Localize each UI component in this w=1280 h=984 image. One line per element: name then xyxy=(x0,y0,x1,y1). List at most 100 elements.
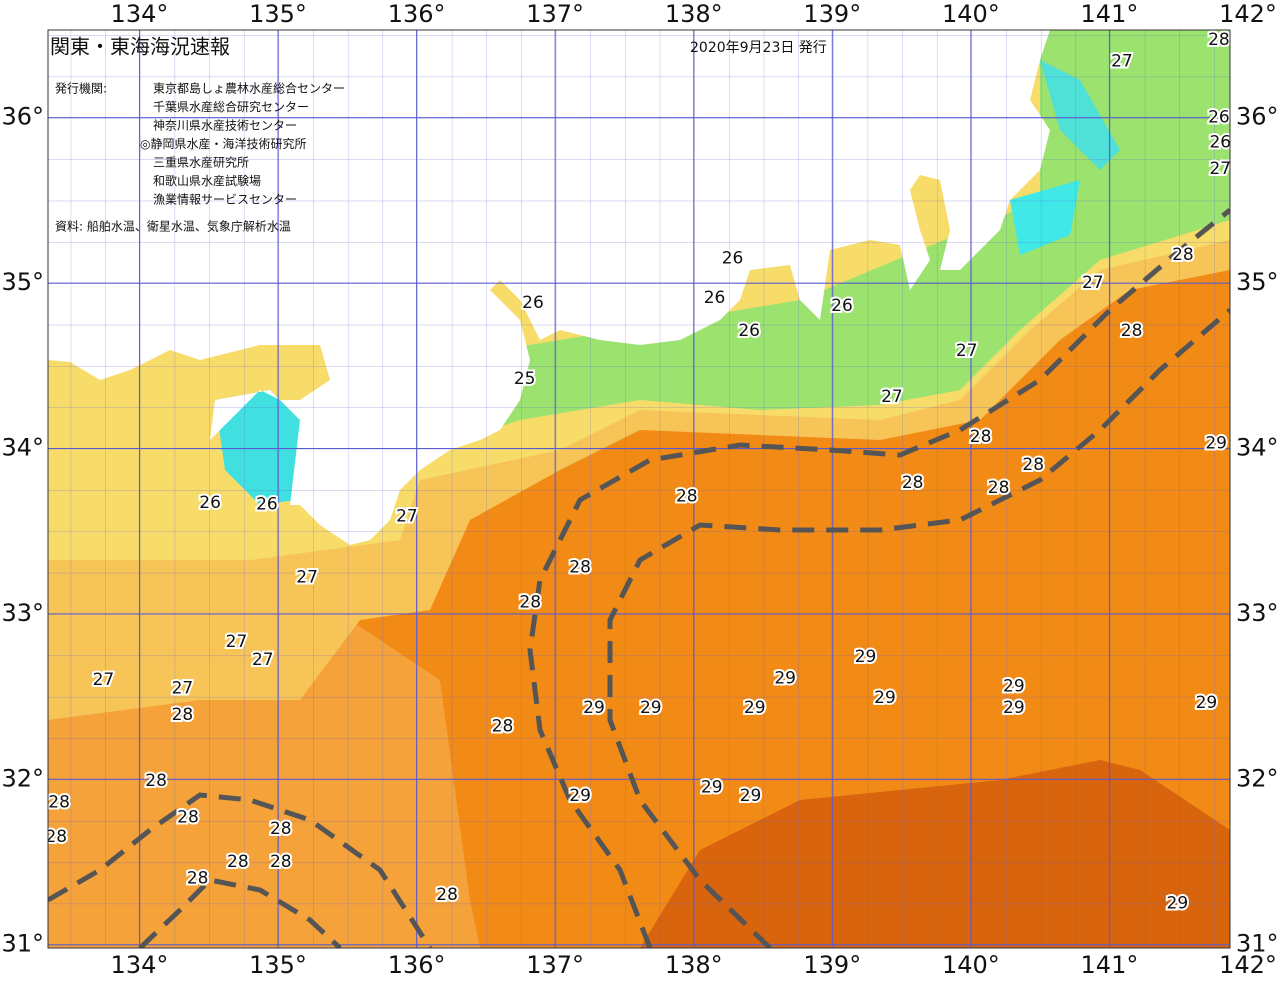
issue-date: 2020年9月23日 発行 xyxy=(690,40,827,56)
agency: ◎静岡県水産・海洋技術研究所 xyxy=(140,136,306,151)
agency: 三重県水産研究所 xyxy=(153,155,249,170)
temperature-label: 27 xyxy=(1082,273,1104,293)
agency: 漁業情報サービスセンター xyxy=(153,193,297,207)
lon-label: 139° xyxy=(803,951,861,979)
lon-label: 140° xyxy=(942,951,1000,979)
lat-label: 33° xyxy=(1,599,44,627)
temperature-label: 29 xyxy=(740,786,762,806)
current-line xyxy=(527,208,1230,948)
temperature-label: 27 xyxy=(296,567,318,587)
agency-list: 東京都島しょ農林水産総合センター千葉県水産総合研究センター神奈川県水産技術センタ… xyxy=(140,81,345,207)
temperature-label: 27 xyxy=(396,506,418,526)
temperature-label: 26 xyxy=(1209,132,1231,152)
lat-label: 36° xyxy=(1236,103,1279,131)
temperature-label: 28 xyxy=(569,558,591,578)
temperature-label: 28 xyxy=(177,807,199,827)
temperature-label: 28 xyxy=(519,592,541,612)
temperature-label: 28 xyxy=(902,473,924,493)
lon-label: 139° xyxy=(803,0,861,28)
current-line xyxy=(138,877,342,948)
lon-label: 141° xyxy=(1081,0,1139,28)
lat-label: 32° xyxy=(1,764,44,792)
temperature-label: 29 xyxy=(744,698,766,718)
lon-label: 141° xyxy=(1081,951,1139,979)
minor-grid xyxy=(48,30,1230,948)
temperature-label: 27 xyxy=(226,632,248,652)
temperature-label: 28 xyxy=(1121,321,1143,341)
lon-label: 135° xyxy=(249,0,307,28)
lat-label: 35° xyxy=(1236,268,1279,296)
temperature-label: 25 xyxy=(514,369,536,389)
temperature-label: 27 xyxy=(1111,51,1133,71)
temperature-label: 28 xyxy=(1172,245,1194,265)
temperature-label: 27 xyxy=(93,670,115,690)
temperature-label: 26 xyxy=(522,293,544,313)
lon-label: 138° xyxy=(665,951,723,979)
current-axes xyxy=(48,208,1230,948)
temperature-label: 29 xyxy=(583,698,605,718)
lon-label: 140° xyxy=(942,0,1000,28)
temperature-label: 26 xyxy=(1208,108,1230,128)
lat-label: 36° xyxy=(1,103,44,131)
temperature-label: 28 xyxy=(227,852,249,872)
temperature-label: 28 xyxy=(492,716,514,736)
source: 資料: 船舶水温、衛星水温、気象庁解析水温 xyxy=(55,219,291,234)
map-frame xyxy=(47,29,1231,949)
temperature-label: 29 xyxy=(774,668,796,688)
temperature-label: 27 xyxy=(172,678,194,698)
temperature-label: 29 xyxy=(855,647,877,667)
temperature-label: 29 xyxy=(569,786,591,806)
lon-label: 137° xyxy=(526,0,584,28)
temperature-label: 28 xyxy=(436,885,458,905)
temperature-label: 27 xyxy=(1209,159,1231,179)
temperature-label: 26 xyxy=(704,288,726,308)
temperature-label: 28 xyxy=(1022,455,1044,475)
temperature-label: 29 xyxy=(1003,677,1025,697)
temperature-label: 28 xyxy=(988,478,1010,498)
lat-label: 34° xyxy=(1236,433,1279,461)
temperature-label: 28 xyxy=(145,771,167,791)
temperature-label: 29 xyxy=(701,778,723,798)
temperature-label: 29 xyxy=(1205,434,1227,454)
agency: 千葉県水産総合研究センター xyxy=(153,99,309,114)
agency-label: 発行機関: xyxy=(55,81,107,96)
temperature-label: 29 xyxy=(874,688,896,708)
temperature-label: 27 xyxy=(252,650,274,670)
temperature-label: 28 xyxy=(676,486,698,506)
lat-label: 31° xyxy=(1236,930,1279,958)
lon-label: 142° xyxy=(1219,0,1277,28)
lon-label: 137° xyxy=(526,951,584,979)
temperature-label: 28 xyxy=(970,427,992,447)
lon-label: 136° xyxy=(388,0,446,28)
temperature-label: 26 xyxy=(831,296,853,316)
temperature-label: 27 xyxy=(881,387,903,407)
current-line xyxy=(607,308,1230,948)
lat-label: 33° xyxy=(1236,599,1279,627)
temperature-label: 29 xyxy=(1003,698,1025,718)
lon-label: 134° xyxy=(111,951,169,979)
lon-label: 138° xyxy=(665,0,723,28)
lon-label: 142° xyxy=(1219,951,1277,979)
temperature-labels: 2728262627262626262625272727282828282828… xyxy=(45,30,1231,915)
temperature-label: 29 xyxy=(1196,693,1218,713)
lat-label: 31° xyxy=(1,930,44,958)
lat-label: 34° xyxy=(1,433,44,461)
agency: 東京都島しょ農林水産総合センター xyxy=(153,81,345,96)
lat-label: 35° xyxy=(1,268,44,296)
agency: 和歌山県水産試験場 xyxy=(153,173,261,188)
agency: 神奈川県水産技術センター xyxy=(153,118,297,133)
lon-label: 134° xyxy=(111,0,169,28)
temperature-label: 28 xyxy=(45,827,67,847)
current-line xyxy=(48,792,433,948)
temperature-label: 28 xyxy=(1208,30,1230,50)
temperature-label: 28 xyxy=(270,852,292,872)
title: 関東・東海海況速報 xyxy=(50,35,230,59)
temperature-label: 28 xyxy=(270,819,292,839)
temperature-label: 28 xyxy=(48,792,70,812)
temperature-label: 26 xyxy=(722,248,744,268)
temperature-label: 28 xyxy=(187,869,209,889)
temperature-label: 27 xyxy=(956,341,978,361)
temperature-label: 26 xyxy=(199,493,221,513)
